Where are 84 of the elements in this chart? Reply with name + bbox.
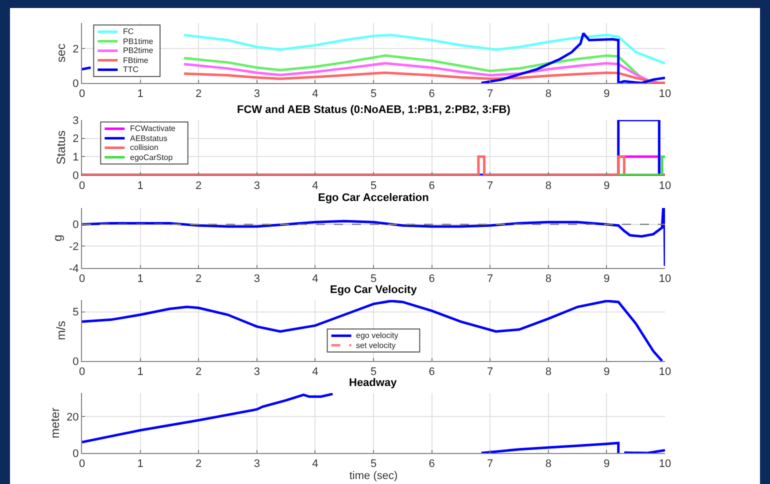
x-tick-label: 2 xyxy=(196,180,202,192)
x-tick-label: 3 xyxy=(254,273,260,286)
x-tick-label: 3 xyxy=(254,458,260,470)
x-tick-label: 1 xyxy=(137,273,144,286)
x-tick-label: 2 xyxy=(196,366,202,378)
x-tick-label: 4 xyxy=(312,180,318,192)
x-tick-label: 9 xyxy=(604,88,610,100)
legend-label: FCWactivate xyxy=(130,124,176,133)
x-tick-label: 9 xyxy=(604,273,610,286)
x-tick-label: 8 xyxy=(545,88,552,100)
legend-label: PB1time xyxy=(123,37,154,46)
x-tick-label: 7 xyxy=(487,458,494,470)
chart-title: Headway xyxy=(349,377,398,389)
y-tick-label: 3 xyxy=(72,114,79,127)
x-tick-label: 4 xyxy=(312,273,318,286)
x-tick-label: 6 xyxy=(428,88,435,100)
x-tick-label: 8 xyxy=(545,273,552,286)
x-tick-label: 5 xyxy=(370,458,377,470)
x-axis-title: time (sec) xyxy=(349,470,398,482)
y-tick-label: 0 xyxy=(72,170,79,182)
x-tick-label: 3 xyxy=(254,88,260,100)
legend-label: egoCarStop xyxy=(130,153,174,162)
x-tick-label: 8 xyxy=(545,458,552,470)
x-tick-label: 8 xyxy=(545,180,552,192)
series-label: TTC xyxy=(123,65,139,74)
x-tick-label: 3 xyxy=(254,366,260,378)
y-tick-label: 0 xyxy=(72,448,79,460)
x-tick-label: 2 xyxy=(196,458,202,470)
y-axis-title: m/s xyxy=(54,320,68,340)
x-tick-label: 3 xyxy=(254,180,260,192)
y-tick-label: 1 xyxy=(72,152,79,164)
y-tick-label: 0 xyxy=(72,219,79,232)
legend-label: ego velocity xyxy=(356,331,398,340)
y-tick-label: 2 xyxy=(72,133,79,146)
x-tick-label: 4 xyxy=(312,366,318,378)
y-axis-title: g xyxy=(50,234,64,242)
legend-label: collision xyxy=(130,143,158,152)
legend-label: PB2time xyxy=(123,46,154,55)
x-tick-label: 5 xyxy=(370,180,377,192)
x-tick-label: 2 xyxy=(196,88,202,100)
y-tick-label: 2 xyxy=(72,44,79,56)
x-tick-label: 10 xyxy=(658,273,672,286)
chart-title: FCW and AEB Status (0:NoAEB, 1:PB1, 2:PB2, 3:FB) xyxy=(237,104,511,116)
chart-title: Ego Car Velocity xyxy=(330,284,418,296)
x-tick-label: 1 xyxy=(137,180,144,192)
x-tick-label: 2 xyxy=(196,273,202,286)
legend-label: FBtime xyxy=(123,56,149,65)
y-tick-label: 20 xyxy=(66,411,79,424)
x-tick-label: 4 xyxy=(312,458,318,470)
x-tick-label: 6 xyxy=(428,458,435,470)
x-tick-label: 9 xyxy=(604,366,610,378)
x-tick-label: 4 xyxy=(312,88,318,100)
y-axis-title: Status xyxy=(54,130,68,165)
x-tick-label: 10 xyxy=(658,366,672,378)
x-tick-label: 6 xyxy=(428,273,435,286)
y-tick-label: 5 xyxy=(72,306,79,319)
x-tick-label: 6 xyxy=(428,366,435,378)
y-tick-label: -4 xyxy=(69,262,79,275)
x-tick-label: 9 xyxy=(604,180,610,192)
x-tick-label: 8 xyxy=(545,366,552,378)
x-tick-label: 5 xyxy=(370,88,377,100)
legend-label: FC xyxy=(123,27,134,36)
y-tick-label: -2 xyxy=(69,241,79,254)
x-tick-label: 5 xyxy=(370,366,377,378)
x-tick-label: 9 xyxy=(604,458,610,470)
chart-title: Ego Car Acceleration xyxy=(318,192,430,204)
y-tick-label: 0 xyxy=(72,78,79,90)
x-tick-label: 6 xyxy=(428,180,435,192)
x-tick-label: 1 xyxy=(137,88,144,100)
y-axis-title: sec xyxy=(54,44,68,62)
y-tick-label: 0 xyxy=(72,356,79,368)
x-tick-label: 10 xyxy=(658,180,672,192)
x-tick-label: 10 xyxy=(658,458,672,470)
legend-label: AEBstatus xyxy=(130,134,168,143)
x-tick-label: 5 xyxy=(370,273,377,286)
x-tick-label: 7 xyxy=(487,180,494,192)
x-tick-label: 7 xyxy=(487,273,494,286)
y-axis-title: meter xyxy=(48,408,62,438)
x-tick-label: 10 xyxy=(658,88,672,100)
x-tick-label: 1 xyxy=(137,458,144,470)
x-tick-label: 1 xyxy=(137,366,144,378)
legend-label: set velocity xyxy=(356,341,396,350)
x-tick-label: 7 xyxy=(487,88,494,100)
x-tick-label: 7 xyxy=(487,366,494,378)
